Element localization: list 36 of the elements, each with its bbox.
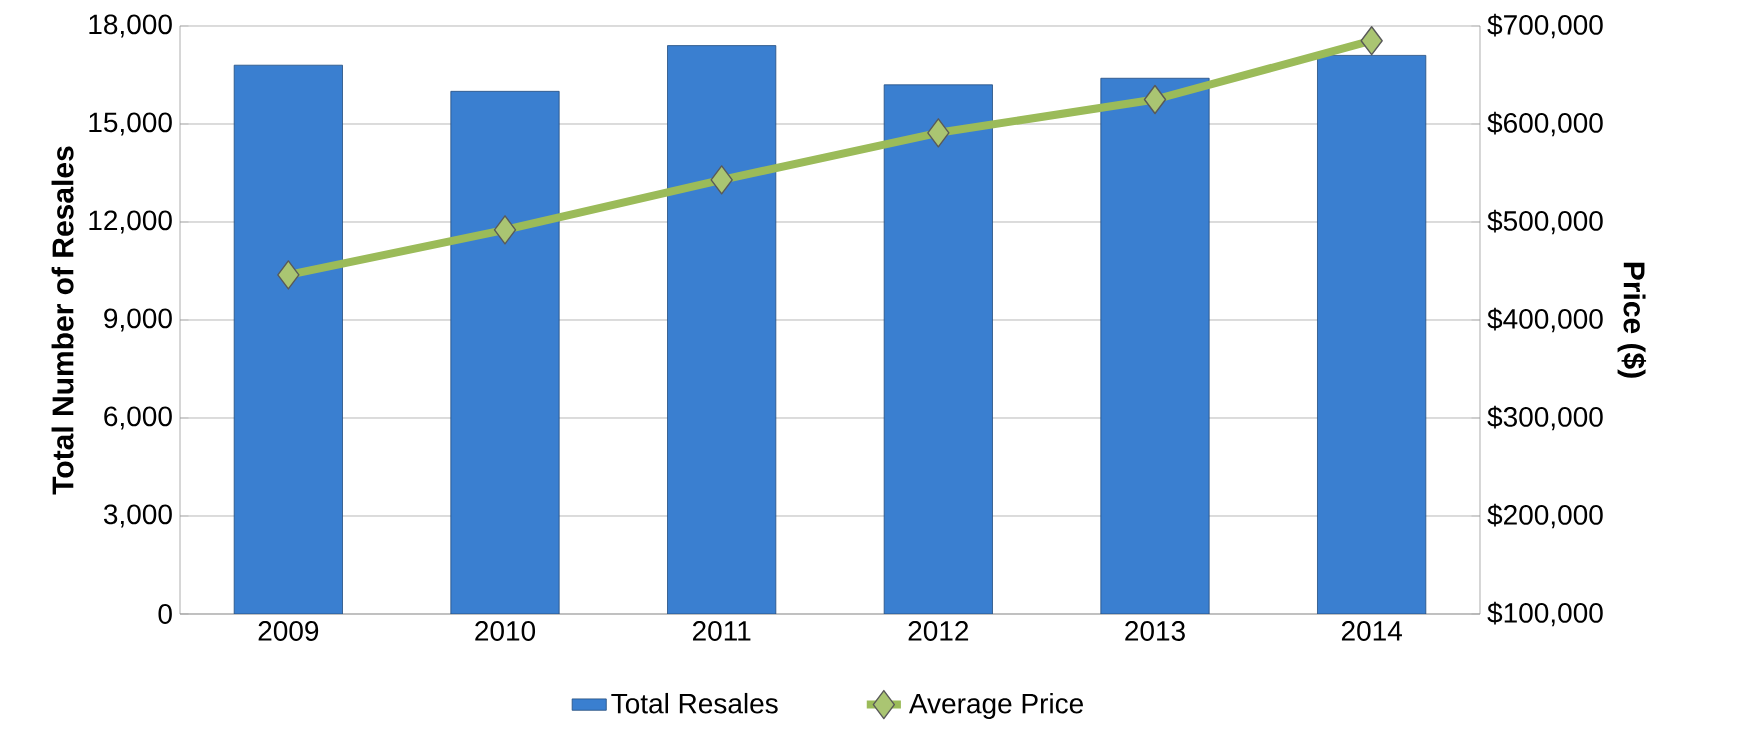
legend-label: Total Resales — [611, 692, 778, 714]
point — [277, 260, 300, 290]
y-tick-label: 6,000 — [104, 406, 172, 430]
x-tick-label: 2013 — [1125, 621, 1185, 641]
point — [1360, 26, 1383, 56]
x-tick-label: 2012 — [908, 621, 969, 641]
bar — [450, 90, 560, 614]
y2-axis-title: Price ($) — [1617, 262, 1647, 378]
y2-tick-label: $500,000 — [1487, 209, 1603, 235]
point — [710, 165, 733, 195]
x-tick-label: 2014 — [1341, 621, 1402, 641]
y-tick-label: 9,000 — [104, 308, 172, 332]
y2-tick-label: $200,000 — [1487, 503, 1603, 529]
point — [927, 118, 950, 148]
legend-label: Average Price — [908, 692, 1083, 720]
y2-tick-label: $700,000 — [1487, 13, 1603, 39]
y2-tick-label: $400,000 — [1487, 307, 1603, 333]
x-tick-label: 2009 — [258, 621, 319, 641]
y2-tick-label: $300,000 — [1487, 405, 1603, 431]
y-axis-title: Total Number of Resales — [51, 146, 74, 495]
y-tick-label: 3,000 — [103, 504, 172, 528]
bar — [667, 45, 777, 614]
y2-tick-label: $600,000 — [1487, 111, 1603, 137]
y-tick-label: 18,000 — [89, 14, 172, 38]
bar — [1100, 77, 1210, 614]
bar — [233, 64, 343, 614]
point — [1143, 84, 1167, 115]
y-tick-label: 0 — [158, 604, 172, 624]
y2-tick-label: $100,000 — [1487, 601, 1603, 627]
point — [493, 215, 517, 245]
x-tick-label: 2010 — [475, 621, 536, 641]
y-tick-label: 15,000 — [89, 112, 172, 136]
bar — [883, 84, 993, 614]
x-tick-label: 2011 — [692, 621, 751, 641]
bar — [1317, 54, 1427, 614]
y-tick-label: 12,000 — [89, 210, 172, 234]
